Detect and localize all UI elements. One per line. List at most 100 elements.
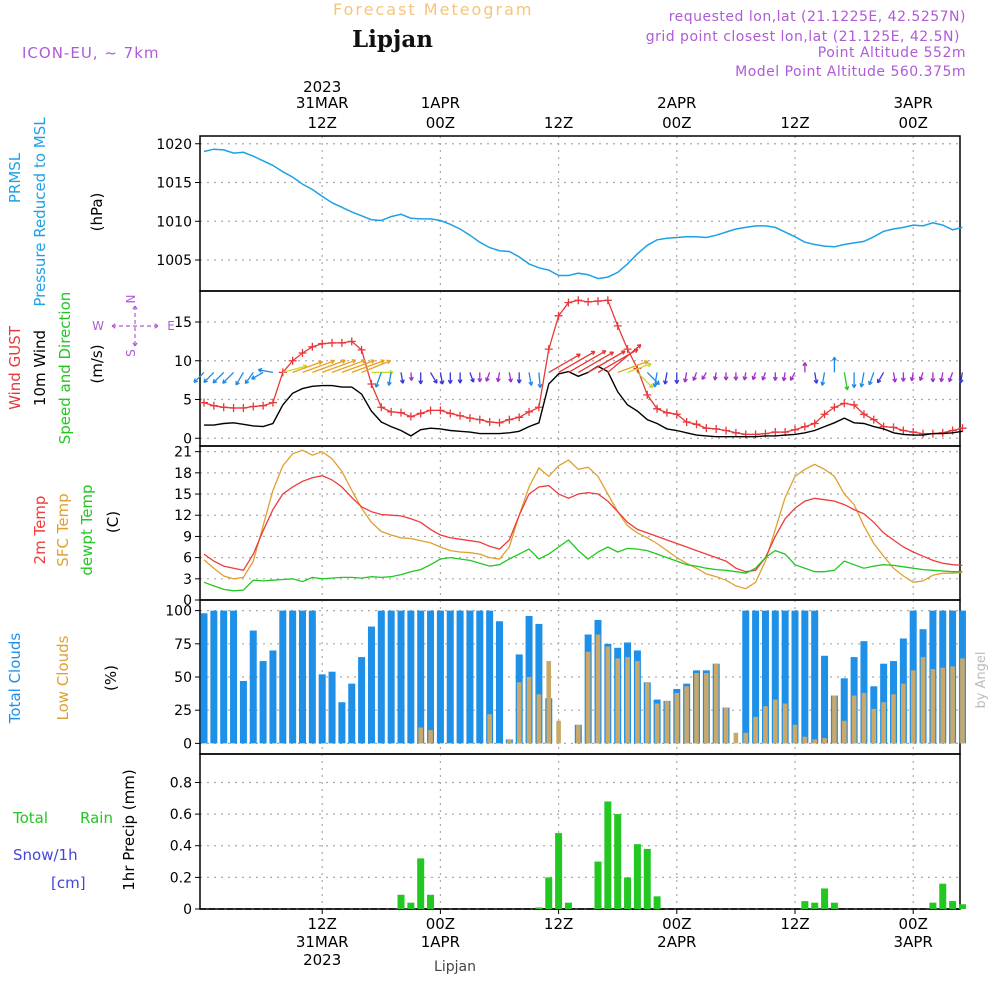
precip-bar (643, 848, 651, 909)
total-cloud-bar (840, 678, 848, 744)
total-cloud-bar (387, 610, 395, 744)
wind-gust-point (495, 418, 504, 427)
wind-direction-arrow (692, 372, 698, 381)
wind-direction-arrow (235, 372, 244, 386)
precip-bar (830, 902, 838, 909)
x-tick-label-top: 00Z (899, 114, 928, 132)
wind-direction-arrow (617, 360, 649, 374)
wind-direction-arrow (418, 372, 424, 385)
compass-west: W (92, 319, 104, 333)
total-cloud-bar (338, 702, 346, 744)
low-clouds-label: Low Clouds (54, 635, 72, 720)
wind-direction-arrow (939, 372, 945, 383)
wind-gust-point (416, 409, 425, 418)
wind-10m-label: 10m Wind (31, 330, 49, 406)
y-tick-label: 21 (174, 445, 192, 461)
low-cloud-bar (753, 716, 758, 744)
wind-direction-arrow (577, 351, 615, 373)
low-cloud-bar (920, 657, 926, 744)
wind-gust-point (249, 402, 258, 411)
low-cloud-bar (654, 703, 660, 744)
wind-gust-point (603, 296, 612, 305)
y-tick-label: 0.4 (170, 839, 192, 855)
low-cloud-bar (773, 699, 778, 744)
y-tick-label: 25 (174, 703, 192, 719)
x-tick-label-bottom: 3APR (894, 933, 933, 951)
low-cloud-bar (536, 694, 542, 744)
low-cloud-bar (861, 692, 867, 744)
total-cloud-bar (318, 674, 326, 744)
low-cloud-bar (930, 669, 936, 744)
wind-gust-point (259, 401, 268, 410)
wind-direction-arrow (761, 372, 767, 381)
pressure-label-long: Pressure Reduced to MSL (31, 117, 49, 307)
total-cloud-bar (308, 610, 316, 744)
total-cloud-bar (377, 610, 385, 744)
total-cloud-bar (220, 610, 228, 744)
wind-gust-point (731, 428, 740, 437)
wind-direction-arrow (508, 372, 514, 383)
wind-direction-arrow (485, 372, 491, 382)
total-cloud-bar (446, 610, 454, 744)
wind-direction-arrow (742, 372, 748, 381)
wind-gust-point (337, 338, 346, 347)
wind-gust-point (584, 297, 593, 306)
total-cloud-bar (289, 610, 297, 744)
precip-bar (653, 896, 661, 909)
x-tick-label-bottom: 12Z (308, 915, 337, 933)
wind-direction-arrow (712, 372, 718, 381)
low-cloud-bar (526, 677, 532, 744)
wind-direction-arrow (516, 372, 522, 384)
low-cloud-bar (595, 634, 601, 744)
wind-direction-arrow (682, 372, 688, 383)
low-cloud-bar (428, 730, 433, 744)
precip-rain-label: Rain (80, 809, 113, 827)
wind-gust-point (859, 410, 868, 419)
wind-direction-arrow (251, 371, 264, 380)
precip-bar (929, 902, 937, 909)
low-cloud-bar (704, 673, 709, 744)
low-cloud-bar (644, 682, 650, 744)
y-tick-label: 0 (183, 736, 192, 752)
wind-gust-point (722, 426, 731, 435)
low-cloud-bar (812, 739, 817, 744)
wind-gust-point (692, 420, 701, 429)
wind-gust-point (574, 296, 583, 305)
low-cloud-bar (782, 703, 788, 744)
wind-gust-point (200, 398, 208, 407)
y-tick-label: 0 (183, 593, 192, 609)
wind-gust-point (820, 410, 829, 419)
total-cloud-bar (791, 610, 799, 744)
precip-bar (407, 902, 415, 909)
total-cloud-bar (417, 610, 425, 744)
wind-direction-arrow (212, 371, 225, 384)
wind-direction-arrow (652, 372, 658, 388)
y-tick-label: 15 (174, 315, 192, 331)
wind-direction-arrow (447, 372, 453, 384)
compass-vertical-axis (130, 305, 140, 347)
wind-direction-arrow (371, 369, 394, 375)
wind-direction-arrow (646, 371, 660, 386)
wind-gust-point (426, 406, 435, 415)
low-cloud-bar (841, 720, 847, 744)
pressure-line (203, 148, 963, 280)
wind-direction-arrow (469, 372, 475, 383)
wind-direction-arrow (876, 372, 885, 384)
total-cloud-bar (210, 610, 218, 744)
total-cloud-bar (486, 610, 494, 744)
wind-gust-point (475, 415, 484, 424)
total-cloud-bar (860, 641, 868, 744)
dewpoint-line (203, 539, 963, 592)
wind-gust-point (643, 390, 652, 399)
x-tick-label-top: 00Z (426, 114, 455, 132)
precip-panel-frame (199, 753, 961, 910)
low-cloud-bar (507, 739, 512, 744)
wind-direction-arrow (341, 359, 375, 374)
low-cloud-bar (851, 695, 857, 744)
wind-gust-point (209, 401, 218, 410)
total-cloud-bar (761, 610, 769, 744)
wind-unit: (m/s) (88, 344, 106, 383)
wind-gust-point (397, 408, 405, 417)
precip-bar (949, 901, 957, 909)
precip-bar (555, 833, 563, 909)
